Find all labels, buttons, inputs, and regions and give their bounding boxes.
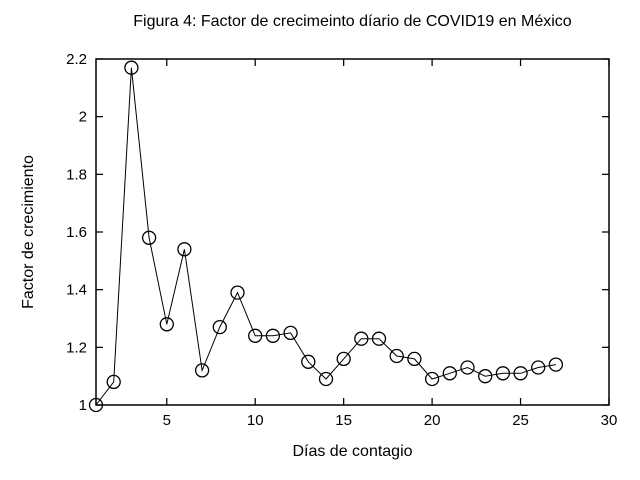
y-tick-label: 1.2: [66, 339, 87, 356]
data-point-marker: [124, 60, 139, 75]
x-tick-label: 25: [512, 412, 529, 429]
data-point-marker: [548, 357, 564, 372]
x-tick-label: 10: [247, 412, 264, 429]
chart-title: Figura 4: Factor de crecimeinto díario d…: [133, 13, 572, 30]
y-axis-label: Factor de crecimiento: [20, 155, 37, 309]
data-point-marker: [106, 374, 121, 390]
data-point-marker: [371, 331, 387, 346]
data-point-marker: [212, 319, 227, 335]
data-point-marker: [177, 242, 192, 257]
y-tick-label: 1.6: [66, 224, 87, 241]
data-point-marker: [248, 328, 263, 343]
y-tick-label: 2: [79, 109, 87, 126]
data-point-marker: [424, 371, 440, 387]
data-point-marker: [460, 360, 475, 375]
data-point-marker: [318, 371, 334, 387]
data-point-marker: [194, 363, 210, 378]
data-point-marker: [389, 348, 404, 364]
data-point-marker: [141, 230, 157, 245]
y-tick-label: 1.8: [66, 166, 87, 183]
plot-frame: [95, 58, 610, 406]
y-tick-label: 1: [79, 397, 87, 414]
data-point-marker: [531, 360, 546, 375]
data-point-marker: [336, 351, 351, 367]
data-point-marker: [301, 354, 316, 369]
data-point-marker: [407, 351, 422, 367]
x-axis-label: Días de contagio: [292, 443, 413, 460]
data-line: [95, 67, 556, 406]
x-tick-label: 5: [163, 412, 171, 429]
data-point-marker: [283, 325, 298, 341]
data-point-marker: [88, 397, 104, 413]
data-point-marker: [354, 331, 369, 346]
data-point-marker: [442, 366, 457, 381]
data-point-marker: [513, 366, 528, 381]
x-tick-label: 15: [335, 412, 352, 429]
x-tick-label: 30: [601, 412, 618, 429]
y-tick-label: 1.4: [66, 282, 87, 299]
data-point-marker: [478, 369, 493, 384]
data-point-marker: [265, 328, 281, 343]
x-tick-label: 20: [424, 412, 441, 429]
y-tick-label: 2.2: [66, 51, 87, 68]
data-point-marker: [495, 366, 511, 381]
data-point-marker: [230, 285, 245, 300]
data-point-marker: [159, 317, 174, 332]
